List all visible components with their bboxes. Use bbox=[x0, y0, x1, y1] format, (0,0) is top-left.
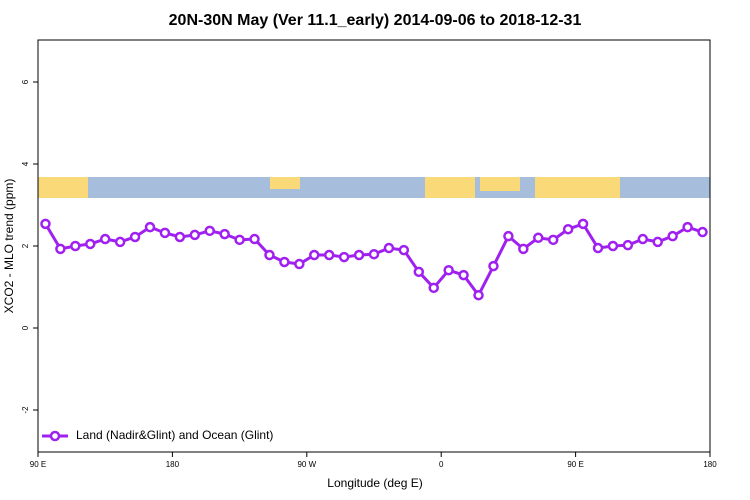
data-point bbox=[607, 240, 619, 252]
data-point bbox=[398, 244, 410, 256]
data-point bbox=[264, 249, 275, 261]
y-tick-label: 4 bbox=[21, 161, 30, 166]
data-point bbox=[219, 228, 230, 240]
data-point bbox=[249, 233, 260, 245]
data-point bbox=[533, 232, 544, 244]
data-point bbox=[458, 269, 469, 281]
data-point bbox=[637, 233, 649, 245]
data-point bbox=[159, 227, 171, 239]
data-point bbox=[85, 238, 96, 250]
map-strip bbox=[38, 177, 710, 198]
y-tick-label: 6 bbox=[21, 79, 30, 84]
data-point bbox=[413, 266, 425, 278]
x-tick-label: 180 bbox=[703, 460, 717, 469]
data-point bbox=[204, 225, 215, 237]
x-tick-label: 90 E bbox=[30, 460, 46, 469]
data-point bbox=[353, 249, 365, 261]
chart-title: 20N-30N May (Ver 11.1_early) 2014-09-06 … bbox=[169, 12, 582, 29]
y-axis-label: XCO2 - MLO trend (ppm) bbox=[2, 179, 16, 314]
data-point bbox=[562, 223, 574, 235]
data-point bbox=[682, 221, 693, 233]
y-tick-label: -2 bbox=[21, 406, 30, 414]
data-point bbox=[234, 234, 245, 246]
data-point bbox=[592, 242, 604, 254]
data-point bbox=[577, 218, 589, 230]
data-point bbox=[488, 260, 499, 272]
data-point bbox=[174, 231, 186, 243]
series-line bbox=[44, 222, 704, 297]
x-tick-label: 180 bbox=[166, 460, 180, 469]
x-tick-label: 90 W bbox=[297, 460, 316, 469]
x-tick-label: 90 E bbox=[567, 460, 583, 469]
data-point bbox=[622, 239, 634, 251]
data-point bbox=[503, 230, 514, 242]
data-point bbox=[129, 231, 141, 243]
data-point bbox=[309, 249, 320, 261]
data-point bbox=[428, 282, 439, 294]
data-point bbox=[697, 226, 708, 238]
y-tick-label: 2 bbox=[21, 243, 30, 248]
data-point bbox=[652, 236, 663, 248]
data-point bbox=[70, 240, 81, 252]
data-point bbox=[667, 230, 678, 242]
x-tick-label: 0 bbox=[439, 460, 444, 469]
data-point bbox=[443, 264, 454, 276]
data-point bbox=[99, 233, 111, 245]
data-point bbox=[40, 218, 51, 230]
data-point bbox=[114, 236, 126, 248]
data-point bbox=[189, 229, 201, 241]
data-point bbox=[338, 251, 350, 263]
data-point bbox=[518, 243, 529, 255]
data-point bbox=[279, 256, 290, 268]
data-point bbox=[383, 242, 395, 254]
x-axis-label: Longitude (deg E) bbox=[327, 476, 422, 490]
data-point bbox=[55, 243, 66, 255]
y-tick-label: 0 bbox=[21, 325, 30, 330]
legend-marker bbox=[49, 430, 61, 442]
data-point bbox=[473, 289, 484, 301]
data-point bbox=[144, 221, 156, 233]
data-point bbox=[547, 234, 559, 246]
legend-label: Land (Nadir&Glint) and Ocean (Glint) bbox=[76, 428, 273, 442]
data-point bbox=[323, 249, 335, 261]
data-point bbox=[368, 248, 380, 260]
data-point bbox=[294, 258, 305, 270]
